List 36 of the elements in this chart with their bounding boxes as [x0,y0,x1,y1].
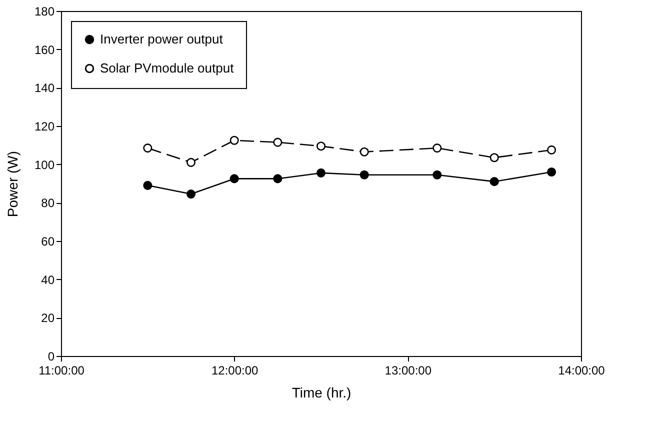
x-tick-label: 11:00:00 [38,364,85,378]
y-tick-label: 180 [34,4,55,18]
point [186,158,196,167]
point [316,168,326,178]
point [360,147,369,156]
x-tick-label: 13:00:00 [384,364,432,378]
point [316,142,326,151]
x-tick-label: 14:00:00 [558,364,606,378]
x-tick-label: 12:00:00 [211,364,259,378]
point [143,144,152,153]
y-tick-label: 40 [41,272,55,287]
legend-label: Solar PVmodule output [100,60,234,76]
point [273,138,282,147]
point [490,153,499,162]
point [186,190,196,199]
y-tick-label: 120 [34,120,55,134]
y-tick-label: 20 [41,311,55,326]
y-tick-label: 0 [48,350,55,364]
point [273,174,282,184]
point [143,180,152,190]
y-axis-title: Power (W) [4,150,20,218]
y-tick-label: 140 [34,81,55,96]
point [360,170,369,180]
y-tick-label: 100 [34,158,55,172]
legend-label: Inverter power output [100,32,224,46]
point [547,145,556,154]
y-tick-label: 60 [41,234,55,248]
point [547,167,556,177]
point [230,174,239,184]
point [490,177,499,186]
point [230,136,239,145]
y-tick-label: 80 [41,196,55,210]
x-axis-title: Time (hr.) [292,384,352,400]
y-tick-label: 160 [34,42,55,57]
point [432,170,442,180]
point [432,144,442,153]
